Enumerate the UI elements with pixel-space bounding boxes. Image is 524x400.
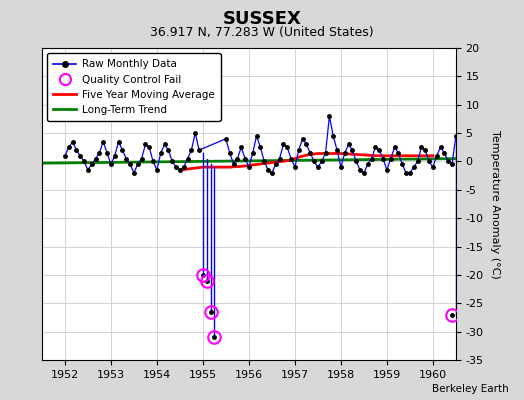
Text: Berkeley Earth: Berkeley Earth <box>432 384 508 394</box>
Text: 36.917 N, 77.283 W (United States): 36.917 N, 77.283 W (United States) <box>150 26 374 39</box>
Text: SUSSEX: SUSSEX <box>223 10 301 28</box>
Y-axis label: Temperature Anomaly (°C): Temperature Anomaly (°C) <box>490 130 500 278</box>
Legend: Raw Monthly Data, Quality Control Fail, Five Year Moving Average, Long-Term Tren: Raw Monthly Data, Quality Control Fail, … <box>47 53 221 121</box>
